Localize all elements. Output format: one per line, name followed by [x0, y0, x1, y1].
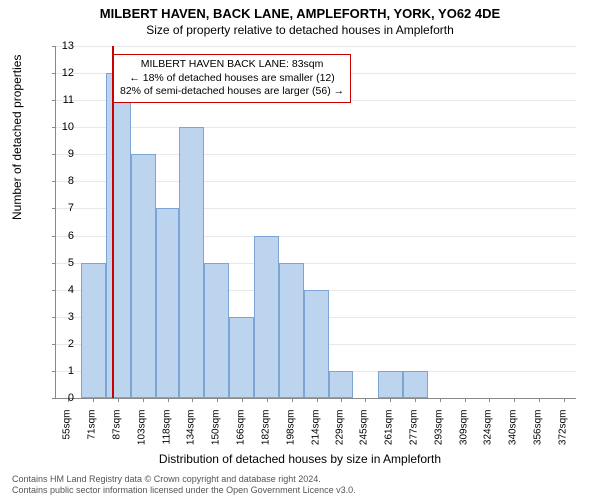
- xtick-mark: [168, 398, 169, 402]
- footer-attribution: Contains HM Land Registry data © Crown c…: [12, 474, 356, 496]
- xtick-label: 356sqm: [532, 410, 543, 460]
- xtick-label: 87sqm: [112, 410, 123, 460]
- xtick-label: 55sqm: [62, 410, 73, 460]
- histogram-bar: [204, 263, 229, 398]
- ytick-label: 1: [54, 365, 74, 377]
- xtick-mark: [93, 398, 94, 402]
- xtick-mark: [564, 398, 565, 402]
- xtick-label: 103sqm: [137, 410, 148, 460]
- histogram-bar: [156, 208, 179, 398]
- xtick-label: 277sqm: [409, 410, 420, 460]
- gridline: [56, 127, 576, 128]
- xtick-mark: [440, 398, 441, 402]
- histogram-bar: [304, 290, 329, 398]
- xtick-label: 229sqm: [334, 410, 345, 460]
- ytick-label: 6: [54, 230, 74, 242]
- xtick-mark: [192, 398, 193, 402]
- callout-line-1: MILBERT HAVEN BACK LANE: 83sqm: [120, 58, 344, 72]
- xtick-mark: [242, 398, 243, 402]
- xtick-label: 198sqm: [285, 410, 296, 460]
- xtick-mark: [118, 398, 119, 402]
- histogram-bar: [279, 263, 304, 398]
- xtick-mark: [489, 398, 490, 402]
- ytick-label: 10: [54, 121, 74, 133]
- plot-area: MILBERT HAVEN BACK LANE: 83sqm ← 18% of …: [55, 46, 575, 398]
- xtick-label: 309sqm: [459, 410, 470, 460]
- ytick-label: 9: [54, 148, 74, 160]
- histogram-bar: [179, 127, 204, 398]
- xtick-mark: [267, 398, 268, 402]
- histogram-bar: [254, 236, 279, 398]
- xtick-label: 261sqm: [384, 410, 395, 460]
- xtick-label: 340sqm: [507, 410, 518, 460]
- chart-container: MILBERT HAVEN, BACK LANE, AMPLEFORTH, YO…: [0, 0, 600, 500]
- xtick-label: 293sqm: [434, 410, 445, 460]
- histogram-bar: [329, 371, 352, 398]
- xtick-mark: [317, 398, 318, 402]
- footer-line-2: Contains public sector information licen…: [12, 485, 356, 496]
- ytick-label: 12: [54, 67, 74, 79]
- xtick-mark: [415, 398, 416, 402]
- xtick-label: 324sqm: [483, 410, 494, 460]
- xtick-label: 134sqm: [185, 410, 196, 460]
- gridline: [56, 46, 576, 47]
- xtick-label: 214sqm: [310, 410, 321, 460]
- xtick-mark: [365, 398, 366, 402]
- ytick-label: 4: [54, 284, 74, 296]
- xtick-mark: [514, 398, 515, 402]
- ytick-label: 5: [54, 257, 74, 269]
- ytick-label: 3: [54, 311, 74, 323]
- histogram-bar: [106, 73, 131, 398]
- callout-line-2: ← 18% of detached houses are smaller (12…: [120, 72, 344, 86]
- xtick-mark: [390, 398, 391, 402]
- xtick-label: 166sqm: [235, 410, 246, 460]
- y-axis-label: Number of detached properties: [10, 55, 24, 220]
- histogram-bar: [81, 263, 106, 398]
- ytick-label: 0: [54, 392, 74, 404]
- ytick-label: 13: [54, 40, 74, 52]
- xtick-mark: [465, 398, 466, 402]
- xtick-label: 150sqm: [210, 410, 221, 460]
- callout-line-3: 82% of semi-detached houses are larger (…: [120, 85, 344, 99]
- xtick-label: 245sqm: [359, 410, 370, 460]
- xtick-mark: [217, 398, 218, 402]
- footer-line-1: Contains HM Land Registry data © Crown c…: [12, 474, 356, 485]
- histogram-bar: [229, 317, 254, 398]
- xtick-mark: [539, 398, 540, 402]
- xtick-mark: [341, 398, 342, 402]
- ytick-label: 11: [54, 94, 74, 106]
- xtick-mark: [143, 398, 144, 402]
- xtick-label: 71sqm: [87, 410, 98, 460]
- xtick-label: 182sqm: [260, 410, 271, 460]
- histogram-bar: [403, 371, 428, 398]
- xtick-label: 372sqm: [557, 410, 568, 460]
- histogram-bar: [131, 154, 156, 398]
- xtick-label: 118sqm: [161, 410, 172, 460]
- ytick-label: 2: [54, 338, 74, 350]
- callout-box: MILBERT HAVEN BACK LANE: 83sqm ← 18% of …: [113, 54, 351, 103]
- ytick-label: 7: [54, 202, 74, 214]
- histogram-bar: [378, 371, 403, 398]
- ytick-label: 8: [54, 175, 74, 187]
- xtick-mark: [292, 398, 293, 402]
- chart-title: MILBERT HAVEN, BACK LANE, AMPLEFORTH, YO…: [0, 0, 600, 21]
- chart-subtitle: Size of property relative to detached ho…: [0, 21, 600, 37]
